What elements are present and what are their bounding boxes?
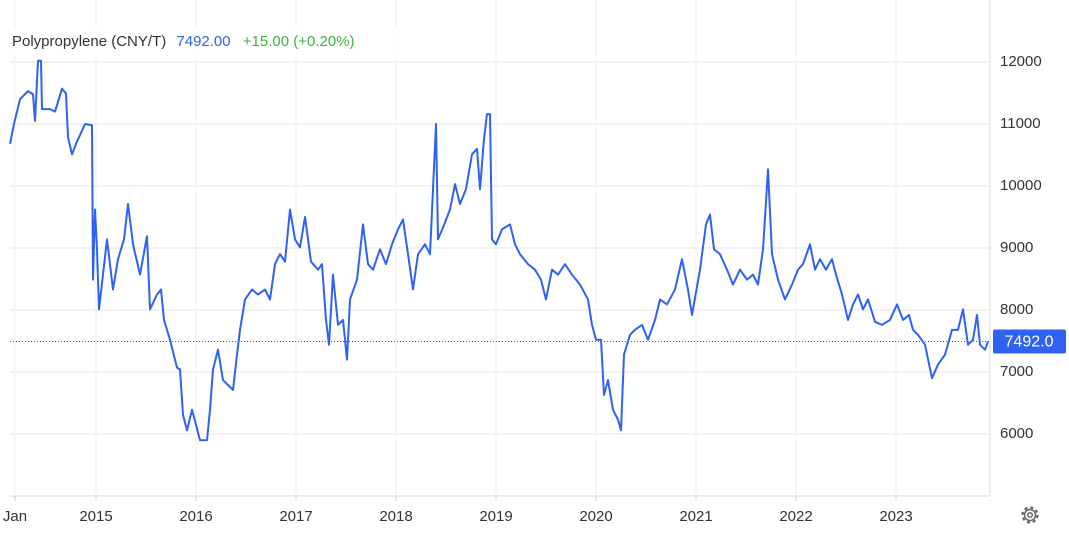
price-line xyxy=(9,59,989,442)
gear-hole xyxy=(1026,511,1034,519)
x-tick-label: 2022 xyxy=(779,508,812,525)
y-tick-label: 7000 xyxy=(1000,363,1033,380)
x-tick-label: Jan xyxy=(3,508,27,525)
settings-icon[interactable] xyxy=(1021,506,1039,524)
y-tick-label: 8000 xyxy=(1000,301,1033,318)
x-tick-label: 2021 xyxy=(679,508,712,525)
x-tick-label: 2016 xyxy=(179,508,212,525)
last-value-box xyxy=(993,329,1066,354)
marks xyxy=(9,59,990,442)
gear-teeth xyxy=(1021,506,1039,524)
x-tick-label: 2017 xyxy=(279,508,312,525)
grid xyxy=(10,0,990,496)
y-tick-label: 6000 xyxy=(1000,425,1033,442)
x-tick-label: 2020 xyxy=(579,508,612,525)
x-tick-label: 2023 xyxy=(879,508,912,525)
header: Polypropylene (CNY/T) 7492.00 +15.00 (+0… xyxy=(12,33,355,50)
x-tick-label: 2015 xyxy=(79,508,112,525)
header-backdrop xyxy=(10,28,435,56)
price: 7492.00 xyxy=(176,33,230,50)
gear-body xyxy=(1023,508,1037,522)
y-tick-label: 10000 xyxy=(1000,177,1042,194)
y-tick-label: 11000 xyxy=(1000,115,1041,132)
last-value-label: 7492.0 xyxy=(1005,334,1054,351)
y-tick-label: 12000 xyxy=(1000,53,1042,70)
x-tick-label: 2019 xyxy=(479,508,512,525)
chart-title: Polypropylene (CNY/T) xyxy=(12,33,166,50)
x-tick-label: 2018 xyxy=(379,508,412,525)
y-tick-label: 9000 xyxy=(1000,239,1033,256)
change: +15.00 (+0.20%) xyxy=(243,33,355,50)
